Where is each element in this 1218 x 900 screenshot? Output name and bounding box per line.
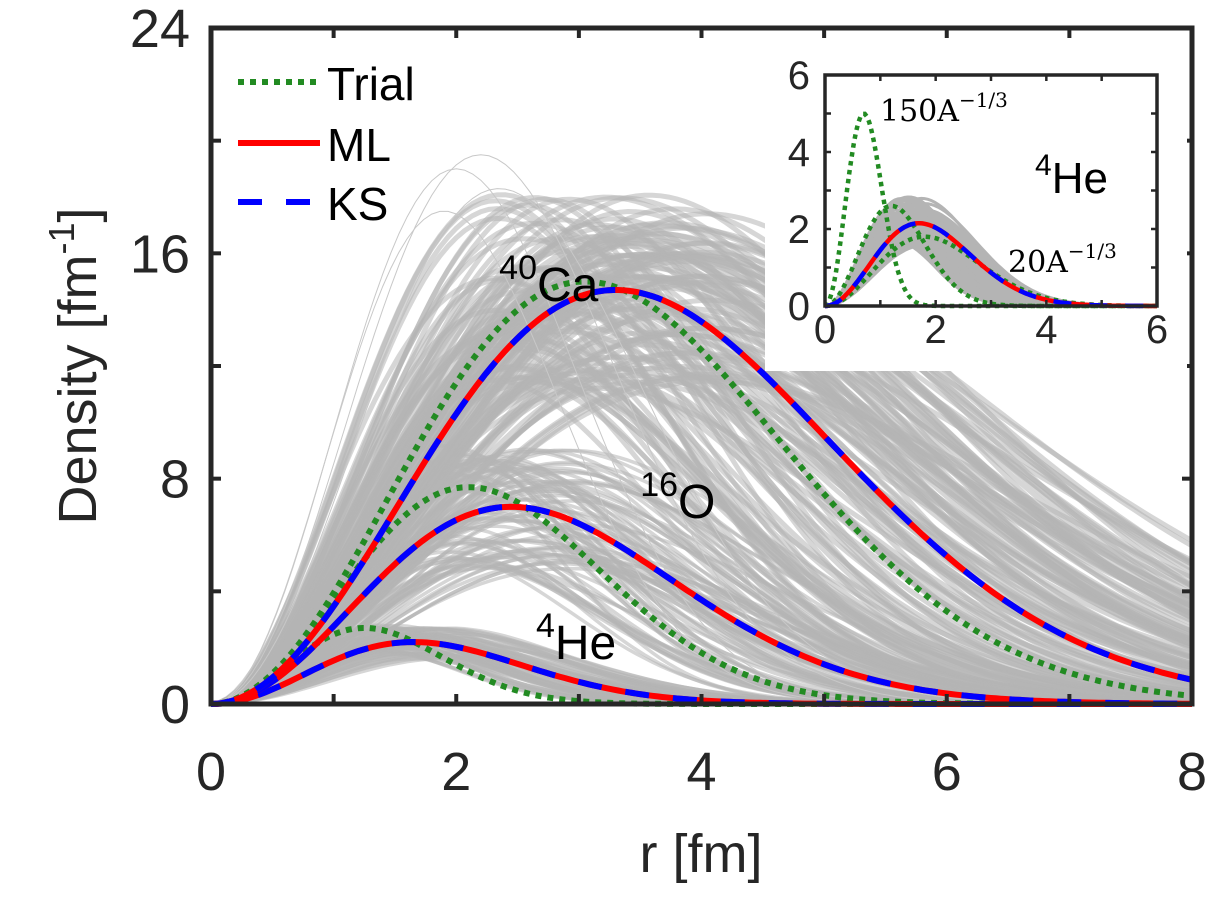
mass-number: 40 <box>499 249 537 287</box>
nucleus-label-O: 16O <box>640 466 715 529</box>
inset-y-tick-label: 0 <box>788 285 810 329</box>
ensemble-curve <box>210 196 1193 707</box>
element-symbol: He <box>1052 154 1108 203</box>
inset-x-tick-label: 4 <box>1035 308 1057 352</box>
x-tick-label: 4 <box>686 742 716 802</box>
inset-y-tick-label: 2 <box>788 208 810 252</box>
legend: Trial ML KS <box>238 58 415 230</box>
ensemble-curve <box>210 287 1193 707</box>
y-tick-label: 24 <box>130 0 190 59</box>
legend-label-ks: KS <box>327 178 388 230</box>
x-tick-label: 0 <box>196 742 226 802</box>
mass-number: 16 <box>640 466 678 504</box>
mass-number: 4 <box>536 607 555 645</box>
ensemble-curve <box>210 259 1193 707</box>
annotation-exponent: −1/3 <box>1068 239 1117 263</box>
x-tick-label: 2 <box>441 742 471 802</box>
element-symbol: He <box>555 617 616 670</box>
y-tick-label: 8 <box>160 450 190 510</box>
ensemble-curve <box>210 249 1194 707</box>
inset-nucleus-label: 4He <box>1035 149 1108 203</box>
legend-label-trial: Trial <box>327 58 415 110</box>
ensemble-curve <box>210 374 1193 707</box>
ks-curve-16O <box>210 503 1192 707</box>
legend-label-ml: ML <box>327 119 391 171</box>
ensemble-curve <box>210 312 1193 707</box>
ensemble-curve <box>210 252 1193 707</box>
y-tick-label: 0 <box>160 675 190 735</box>
inset-background <box>765 45 1187 371</box>
inset-trial-annotation: 150A−1/3 <box>880 88 1008 129</box>
x-tick-label: 6 <box>932 742 962 802</box>
inset-y-tick-label: 4 <box>788 131 810 175</box>
inset-x-tick-label: 0 <box>814 308 836 352</box>
annotation-base: 150A <box>880 94 959 129</box>
element-symbol: Ca <box>537 259 599 312</box>
ks-curve-40Ca <box>210 287 1193 707</box>
inset-x-tick-label: 2 <box>925 308 947 352</box>
y-axis-title-sup: -1 <box>41 222 82 254</box>
nucleus-annotations: 40Ca 16O 4He <box>499 249 715 670</box>
inset-trial-annotation: 20A−1/3 <box>1008 239 1117 280</box>
mass-number: 4 <box>1035 149 1052 182</box>
ensemble-curve <box>210 240 1194 707</box>
ensemble-curve <box>210 366 1193 707</box>
y-axis-title: Density [fm-1] <box>41 207 108 524</box>
nucleus-label-Ca: 40Ca <box>499 249 598 312</box>
element-symbol: O <box>678 476 715 529</box>
annotation-exponent: −1/3 <box>959 88 1008 112</box>
trial-curve-40Ca <box>210 278 1193 707</box>
inset-x-tick-label: 6 <box>1146 308 1168 352</box>
nucleus-label-He: 4He <box>536 607 616 670</box>
x-tick-label: 8 <box>1177 742 1207 802</box>
x-axis-title: r [fm] <box>640 824 763 884</box>
ensemble-curve <box>210 372 1193 707</box>
annotation-base: 20A <box>1008 245 1068 280</box>
y-tick-label: 16 <box>130 224 190 284</box>
inset-y-tick-label: 6 <box>788 54 810 98</box>
